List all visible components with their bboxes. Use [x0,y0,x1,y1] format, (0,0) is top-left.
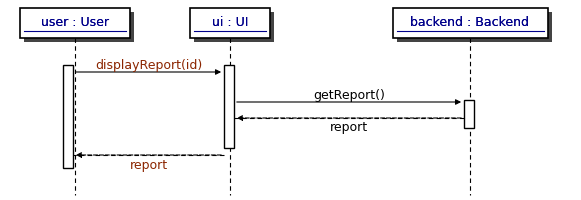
Text: report: report [130,158,167,171]
Text: displayReport(id): displayReport(id) [95,58,202,72]
Bar [224,65,234,148]
Bar [396,12,551,42]
Bar [24,12,134,42]
Text: report: report [330,121,368,134]
Bar [393,8,547,38]
Text: user : User: user : User [41,17,109,29]
Text: user : User: user : User [41,17,109,29]
Bar [190,8,270,38]
Bar [63,65,73,168]
Text: ui : UI: ui : UI [212,17,248,29]
Text: getReport(): getReport() [313,88,385,102]
Text: backend : Backend: backend : Backend [411,17,529,29]
Text: backend : Backend: backend : Backend [411,17,529,29]
Text: ui : UI: ui : UI [212,17,248,29]
Bar [194,12,274,42]
Bar [464,100,474,128]
Bar [20,8,130,38]
